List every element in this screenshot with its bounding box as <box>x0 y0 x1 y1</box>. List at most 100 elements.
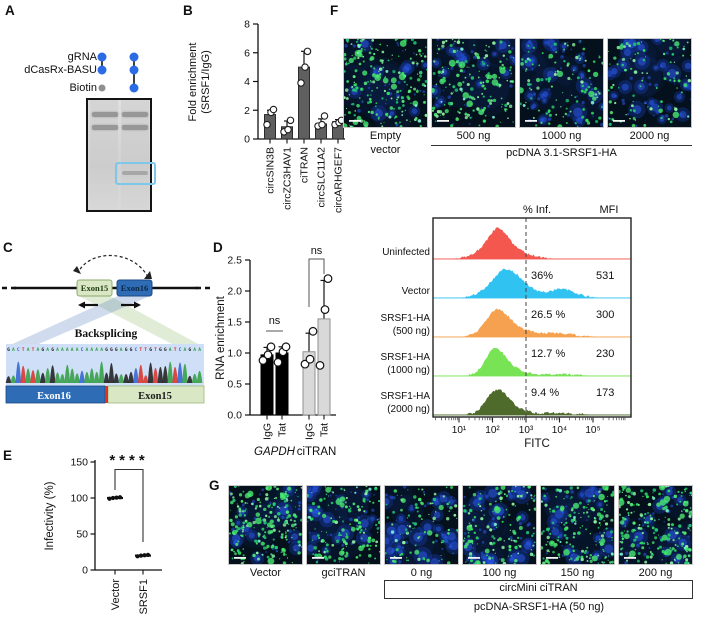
panel-C-label: C <box>3 240 13 255</box>
significance-bracket <box>114 468 144 542</box>
row-label: (500 ng) <box>393 326 430 337</box>
pulldown-schematic: gRNA dCasRx-BASU Biotin <box>0 0 180 235</box>
x-tick-label: 10¹ <box>452 425 467 436</box>
micrograph-gciTRAN <box>306 485 381 565</box>
histogram-SRSF1-HA-(2000 ng) <box>433 389 632 416</box>
plot-frame <box>432 217 632 418</box>
data-point <box>269 105 278 114</box>
sequence-base: A <box>61 347 64 353</box>
panel-G-label: G <box>209 478 220 493</box>
x-category-label: IgG <box>262 423 274 440</box>
chromatogram-peak <box>172 366 178 383</box>
sequence-base: A <box>100 347 103 353</box>
group-label-ciTRAN: ciTRAN <box>297 446 337 458</box>
sequence-base: G <box>105 347 108 353</box>
fluorescence-image <box>385 486 458 564</box>
chromatogram-peak <box>20 365 26 383</box>
chromatogram-peak <box>40 372 46 383</box>
data-point <box>135 554 140 559</box>
y-tick-label: 8 <box>244 19 250 31</box>
flow-histogram-svg: % Inf. MFI Uninfected Vector 36% 531 SRSF1-HA (… <box>381 204 632 450</box>
y-tick-label: 1.5 <box>227 317 242 329</box>
caption-line: 500 ng <box>456 130 491 142</box>
data-point <box>114 495 119 500</box>
mfi-value: 173 <box>596 387 614 399</box>
chromatogram-peak <box>187 375 193 383</box>
svg-text:Exon15: Exon15 <box>138 391 172 402</box>
chromatogram-peak <box>49 365 56 383</box>
fluorescence-image <box>432 39 515 127</box>
micrograph-100-ng <box>462 485 537 565</box>
data-point <box>258 356 268 365</box>
sequence-base: C <box>179 347 182 353</box>
sequence-base: T <box>174 347 177 353</box>
data-point <box>320 112 329 120</box>
sequence-base: A <box>76 347 79 353</box>
data-point <box>273 357 283 367</box>
panel-A: A gRNA dCasRx-BASU Biotin <box>0 0 180 235</box>
sequence-base: C <box>135 347 138 353</box>
data-point <box>266 342 276 352</box>
panel-B-label: B <box>183 3 193 18</box>
pct-inf-header: % Inf. <box>523 204 551 216</box>
chromatogram-peak <box>54 372 61 383</box>
x-category-label: circARHGEF7 <box>333 147 345 213</box>
blue-dot <box>129 52 139 62</box>
sequence-base: T <box>154 347 157 353</box>
chromatogram-peak <box>196 370 203 383</box>
data-point <box>284 125 292 134</box>
data-point <box>107 496 112 501</box>
blue-dot <box>129 65 139 75</box>
chromatogram-peak <box>157 366 164 383</box>
x-axis-label: FITC <box>524 438 550 450</box>
sequence-base: G <box>110 347 113 353</box>
significance-bracket <box>308 258 325 307</box>
x-category-label: SRSF1 <box>138 579 150 614</box>
chromatogram-peak <box>133 368 139 383</box>
data-point <box>305 354 315 364</box>
micrograph-caption: 200 ng <box>638 567 673 579</box>
panel-G: G Vector gciTRAN 0 ng 100 ng 150 ng 200 ng cir… <box>205 475 701 619</box>
exon16-box <box>116 279 153 297</box>
significance-asterisks: **** <box>109 452 148 469</box>
scale-bar <box>468 557 480 559</box>
data-point <box>281 342 291 352</box>
micrograph-caption: 500 ng <box>429 130 518 144</box>
sequence-base: T <box>22 347 25 353</box>
sequence-base: G <box>7 347 10 353</box>
histogram-Uninfected <box>433 227 632 260</box>
micrograph-2000-ng <box>607 38 692 128</box>
row-label: SRSF1-HA <box>381 352 431 363</box>
scale-bar <box>525 120 537 122</box>
sequence-base: A <box>86 347 89 353</box>
data-point <box>308 326 318 336</box>
sequence-base: G <box>51 347 54 353</box>
data-point <box>297 79 305 87</box>
chromatogram-peak <box>182 363 188 383</box>
blue-dot <box>97 52 107 62</box>
ns-label: ns <box>269 315 281 327</box>
data-point <box>315 360 325 370</box>
svg-text:Exon16: Exon16 <box>37 391 71 402</box>
scale-bar <box>437 120 449 122</box>
chromatogram-peak <box>142 375 149 383</box>
scale-bar <box>349 120 361 122</box>
sequence-base: T <box>32 347 35 353</box>
chromatogram-peak <box>44 367 51 383</box>
sequence-base: G <box>188 347 191 353</box>
panel-D-label: D <box>213 240 223 255</box>
chromatogram-peak <box>84 371 90 383</box>
backsplicing-diagram: Exon15 Exon16 Backsplicing G A C T A T A G A G A A A A A C… <box>0 238 212 414</box>
infectivity-scatter-plot: Infectivity (%) 0 50 100 150 Vector SRSF1 **** <box>0 445 175 619</box>
sequence-base: A <box>193 347 196 353</box>
chromatogram-peak <box>89 368 95 383</box>
fluorescence-image <box>463 486 536 564</box>
chromatogram-peak <box>177 362 183 383</box>
chromatogram-peak <box>69 368 75 383</box>
micrograph-caption: 150 ng <box>560 567 595 579</box>
sequence-base: A <box>90 347 93 353</box>
gel-image <box>86 98 156 212</box>
x-category-label: circSLC11A2 <box>316 147 328 208</box>
grna-dot-schematic <box>97 52 139 93</box>
y-tick-label: 6 <box>244 47 250 59</box>
